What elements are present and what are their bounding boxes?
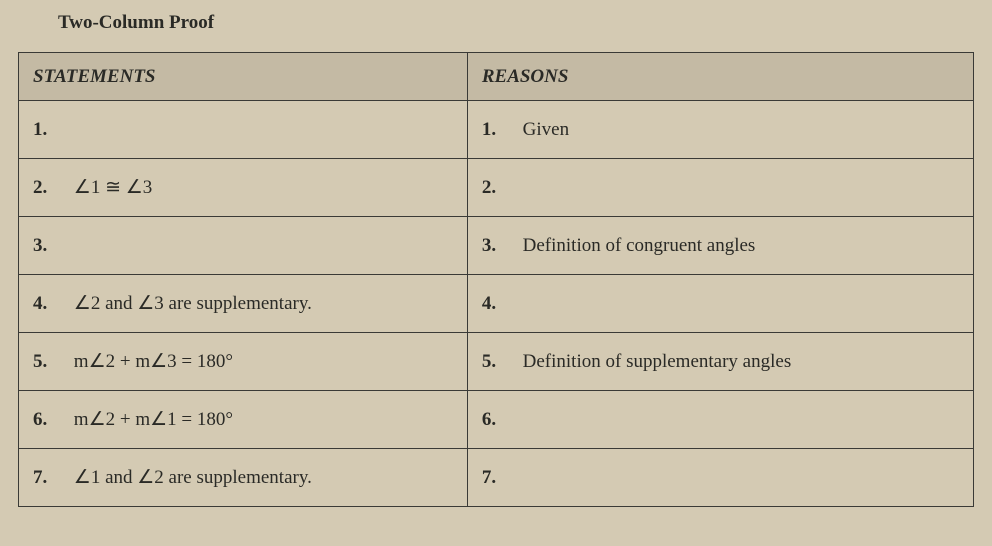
- page: Two-Column Proof STATEMENTS REASONS 1.1.…: [0, 0, 992, 546]
- reason-cell: 5. Definition of supplementary angles: [467, 333, 973, 391]
- row-number: 3.: [482, 235, 505, 257]
- statement-text: ∠2 and ∠3 are supplementary.: [74, 292, 453, 315]
- table-row: 1. 1. Given: [19, 101, 974, 159]
- reason-cell: 4.: [467, 275, 973, 333]
- reason-cell: 1. Given: [467, 101, 973, 159]
- statement-text: m∠2 + m∠3 = 180°: [74, 350, 453, 373]
- row-number: 6.: [33, 409, 56, 431]
- statement-text: ∠1 ≅ ∠3: [74, 176, 453, 199]
- table-row: 6. m∠2 + m∠1 = 180° 6.: [19, 391, 974, 449]
- reason-text: Given: [523, 119, 959, 141]
- row-number: 2.: [33, 177, 56, 199]
- row-number: 1.: [33, 119, 56, 141]
- table-header-row: STATEMENTS REASONS: [19, 53, 974, 101]
- proof-body: 1. 1. Given 2. ∠1 ≅ ∠3 2. 3. 3. Definition of co…: [19, 101, 974, 507]
- reason-text: Definition of congruent angles: [523, 235, 959, 257]
- row-number: 3.: [33, 235, 56, 257]
- row-number: 7.: [33, 467, 56, 489]
- header-reasons: REASONS: [467, 53, 973, 101]
- row-number: 1.: [482, 119, 505, 141]
- statement-cell: 2. ∠1 ≅ ∠3: [19, 159, 468, 217]
- row-number: 6.: [482, 409, 505, 431]
- reason-cell: 7.: [467, 449, 973, 507]
- table-row: 5. m∠2 + m∠3 = 180° 5. Definition of supple…: [19, 333, 974, 391]
- reason-text: Definition of supplementary angles: [523, 351, 959, 373]
- statement-cell: 4. ∠2 and ∠3 are supplementary.: [19, 275, 468, 333]
- row-number: 5.: [482, 351, 505, 373]
- row-number: 7.: [482, 467, 505, 489]
- reason-cell: 2.: [467, 159, 973, 217]
- statement-cell: 3.: [19, 217, 468, 275]
- proof-title: Two-Column Proof: [58, 12, 974, 34]
- table-row: 2. ∠1 ≅ ∠3 2.: [19, 159, 974, 217]
- statement-text: m∠2 + m∠1 = 180°: [74, 408, 453, 431]
- statement-cell: 6. m∠2 + m∠1 = 180°: [19, 391, 468, 449]
- table-row: 4. ∠2 and ∠3 are supplementary. 4.: [19, 275, 974, 333]
- reason-cell: 6.: [467, 391, 973, 449]
- row-number: 4.: [33, 293, 56, 315]
- header-statements: STATEMENTS: [19, 53, 468, 101]
- statement-cell: 5. m∠2 + m∠3 = 180°: [19, 333, 468, 391]
- table-row: 3. 3. Definition of congruent angles: [19, 217, 974, 275]
- row-number: 4.: [482, 293, 505, 315]
- statement-cell: 7. ∠1 and ∠2 are supplementary.: [19, 449, 468, 507]
- statement-text: ∠1 and ∠2 are supplementary.: [74, 466, 453, 489]
- table-row: 7. ∠1 and ∠2 are supplementary. 7.: [19, 449, 974, 507]
- row-number: 2.: [482, 177, 505, 199]
- reason-cell: 3. Definition of congruent angles: [467, 217, 973, 275]
- row-number: 5.: [33, 351, 56, 373]
- statement-cell: 1.: [19, 101, 468, 159]
- two-column-proof-table: STATEMENTS REASONS 1. 1. Given 2. ∠1 ≅ ∠3 2. 3…: [18, 52, 974, 507]
